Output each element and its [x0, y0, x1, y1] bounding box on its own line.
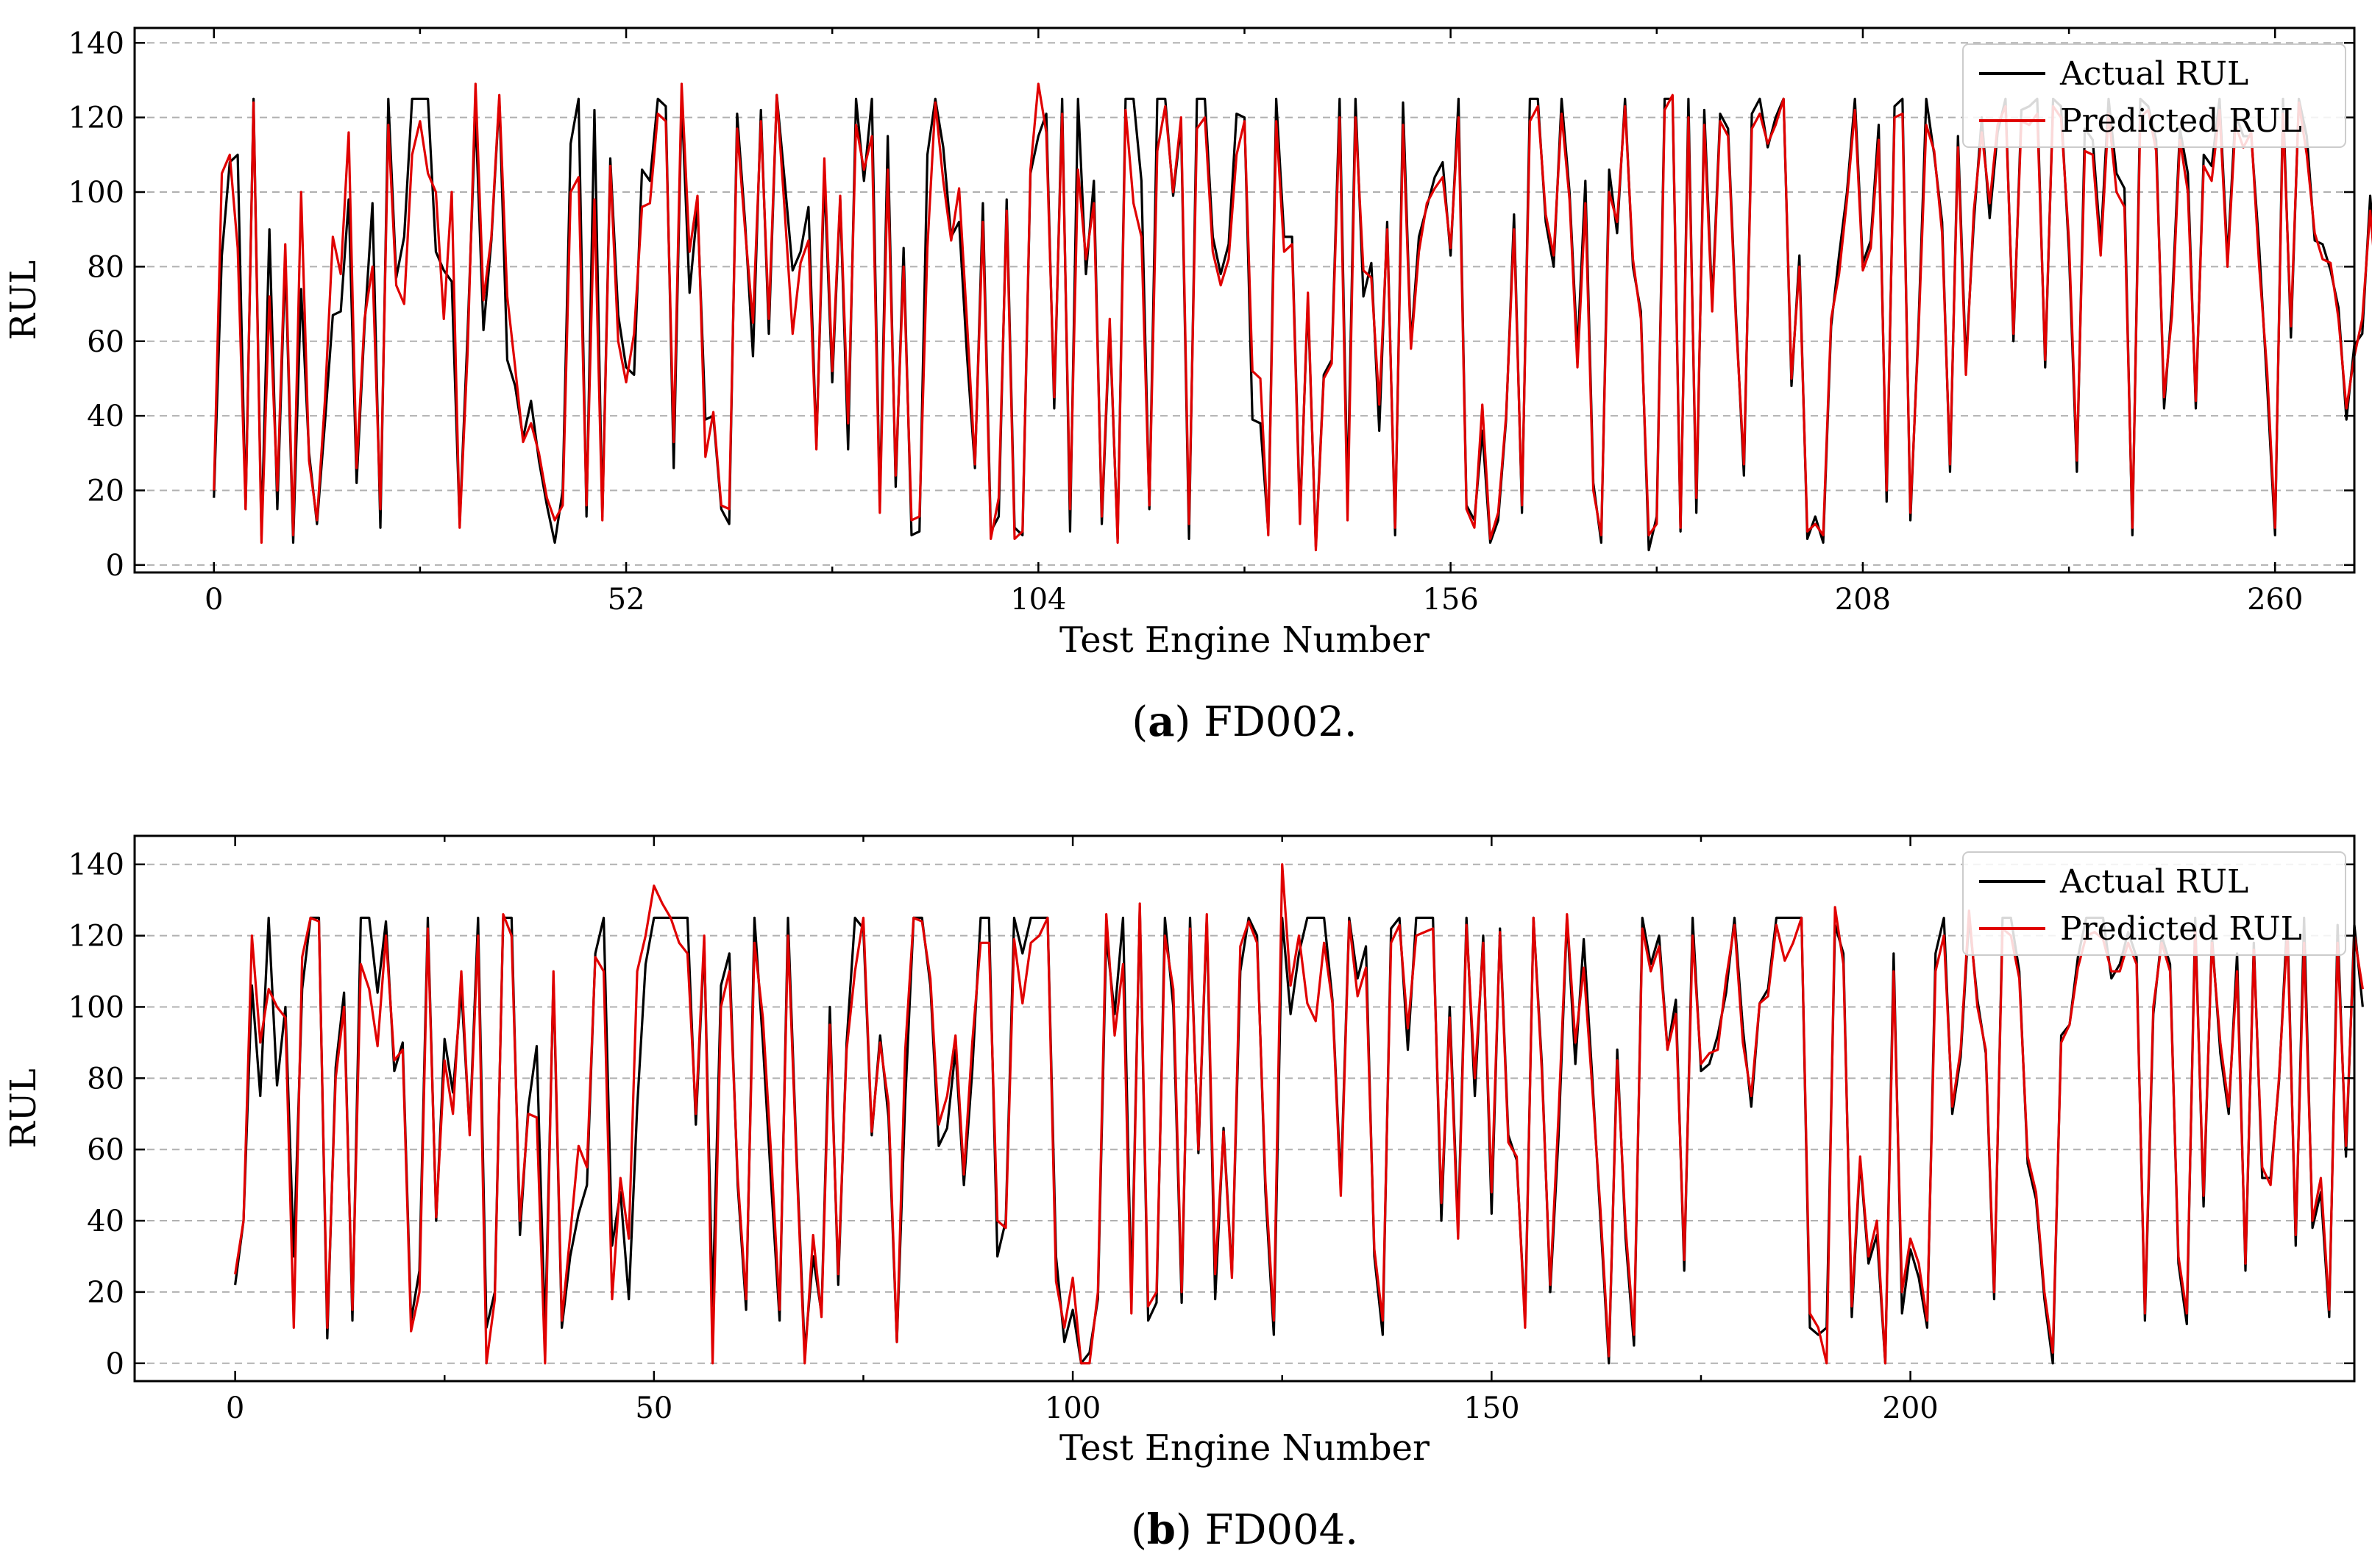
x-tick-label: 104: [1010, 583, 1066, 617]
x-axis-label: Test Engine Number: [1059, 620, 1430, 661]
legend-box: [1962, 851, 2346, 956]
x-tick-label: 0: [226, 1391, 244, 1425]
x-tick-label: 208: [1835, 583, 1891, 617]
plot-area: [133, 834, 2356, 1383]
y-tick-label: 60: [87, 325, 124, 359]
y-axis-label: RUL: [3, 1068, 44, 1148]
y-tick-label: 60: [87, 1133, 124, 1167]
x-tick-label: 52: [608, 583, 645, 617]
legend-label: Predicted RUL: [2060, 102, 2302, 140]
legend-box: [1962, 43, 2346, 148]
x-tick-label: 156: [1422, 583, 1478, 617]
x-tick-label: 200: [1882, 1391, 1938, 1425]
y-tick-label: 140: [68, 848, 124, 882]
panel-fd002: 0 20 40 60 80 100 120 140 0 52 104 156 208 260 Test En…: [3, 26, 2372, 746]
legend: Actual RUL Predicted RUL: [1962, 851, 2346, 956]
y-tick-label: 0: [106, 549, 124, 583]
series-line-predicted-rul: [213, 82, 2372, 552]
x-tick-label: 50: [635, 1391, 672, 1425]
y-tick-label: 40: [87, 1205, 124, 1238]
y-tick-label: 120: [68, 920, 124, 954]
y-axis-label: RUL: [3, 260, 44, 340]
legend-label: Actual RUL: [2059, 863, 2248, 901]
panel-caption: (b) FD004.: [1131, 1505, 1358, 1554]
y-tick-label: 20: [87, 1276, 124, 1310]
x-tick-label: 0: [205, 583, 223, 617]
y-tick-label: 80: [87, 1062, 124, 1096]
legend-label: Predicted RUL: [2060, 910, 2302, 948]
x-axis-label: Test Engine Number: [1059, 1427, 1430, 1469]
series-line-actual-rul: [213, 93, 2372, 552]
legend: Actual RUL Predicted RUL: [1962, 43, 2346, 148]
y-tick-label: 120: [68, 102, 124, 135]
panel-caption: (a) FD002.: [1132, 698, 1357, 746]
x-tick-label: 150: [1463, 1391, 1519, 1425]
y-tick-label: 40: [87, 400, 124, 433]
panel-fd004: 0 20 40 60 80 100 120 140 0 50 100 150 200 Test Engin…: [3, 834, 2364, 1554]
y-tick-label: 20: [87, 474, 124, 508]
x-tick-label: 100: [1045, 1391, 1101, 1425]
y-tick-label: 0: [106, 1347, 124, 1381]
y-tick-label: 140: [68, 26, 124, 60]
legend-label: Actual RUL: [2059, 55, 2248, 93]
y-tick-label: 80: [87, 250, 124, 284]
y-tick-label: 100: [68, 176, 124, 210]
x-tick-label: 260: [2247, 583, 2303, 617]
y-tick-label: 100: [68, 990, 124, 1024]
